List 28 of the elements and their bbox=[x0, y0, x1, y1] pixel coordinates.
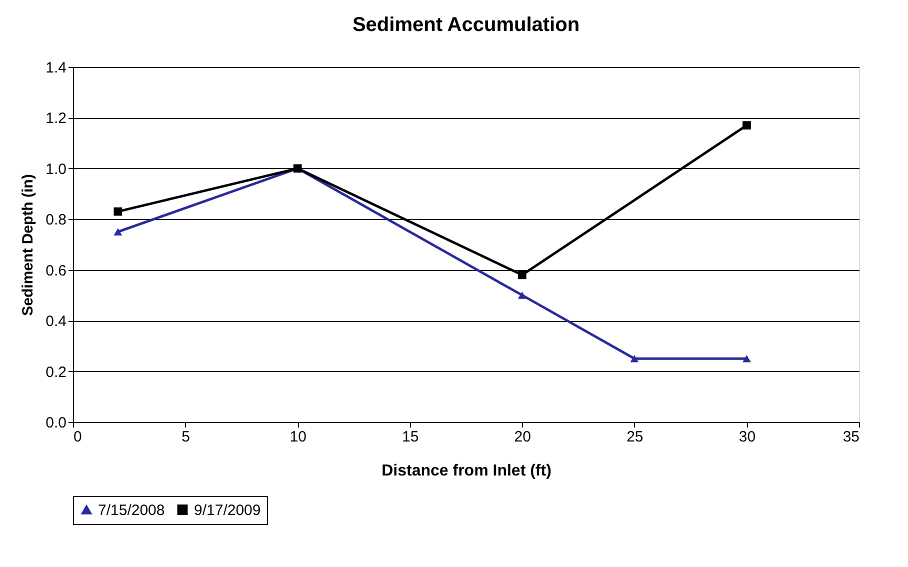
x-tick-label: 15 bbox=[402, 428, 419, 446]
point bbox=[114, 207, 122, 216]
point bbox=[518, 270, 526, 280]
point bbox=[742, 121, 751, 130]
y-tick-label: 0.0 bbox=[46, 414, 66, 432]
point bbox=[630, 354, 639, 362]
chart-title: Sediment Accumulation bbox=[352, 14, 580, 36]
y-axis-title: Sediment Depth (in) bbox=[20, 174, 37, 316]
x-tick-label: 35 bbox=[842, 428, 860, 446]
x-tick-label: 30 bbox=[738, 428, 756, 446]
x-tick-label: 20 bbox=[514, 428, 531, 446]
x-axis-title: Distance from Inlet (ft) bbox=[382, 462, 552, 480]
y-tick-label: 1.0 bbox=[46, 160, 66, 178]
x-tick-label: 0 bbox=[74, 428, 82, 446]
point bbox=[518, 292, 526, 299]
legend-label: 9/17/2009 bbox=[194, 502, 261, 519]
y-tick-label: 0.4 bbox=[46, 313, 66, 330]
y-tick-label: 0.2 bbox=[46, 364, 66, 381]
y-tick-label: 1.2 bbox=[46, 110, 66, 128]
y-tick-label: 0.8 bbox=[46, 212, 66, 229]
y-tick-label: 1.4 bbox=[46, 60, 66, 76]
x-tick-label: 10 bbox=[290, 428, 306, 446]
point bbox=[742, 354, 751, 362]
x-tick-label: 5 bbox=[182, 428, 190, 446]
y-tick-label: 0.6 bbox=[46, 262, 66, 280]
legend-label: 7/15/2008 bbox=[98, 502, 165, 519]
point bbox=[114, 228, 122, 236]
x-tick-label: 25 bbox=[626, 428, 644, 446]
